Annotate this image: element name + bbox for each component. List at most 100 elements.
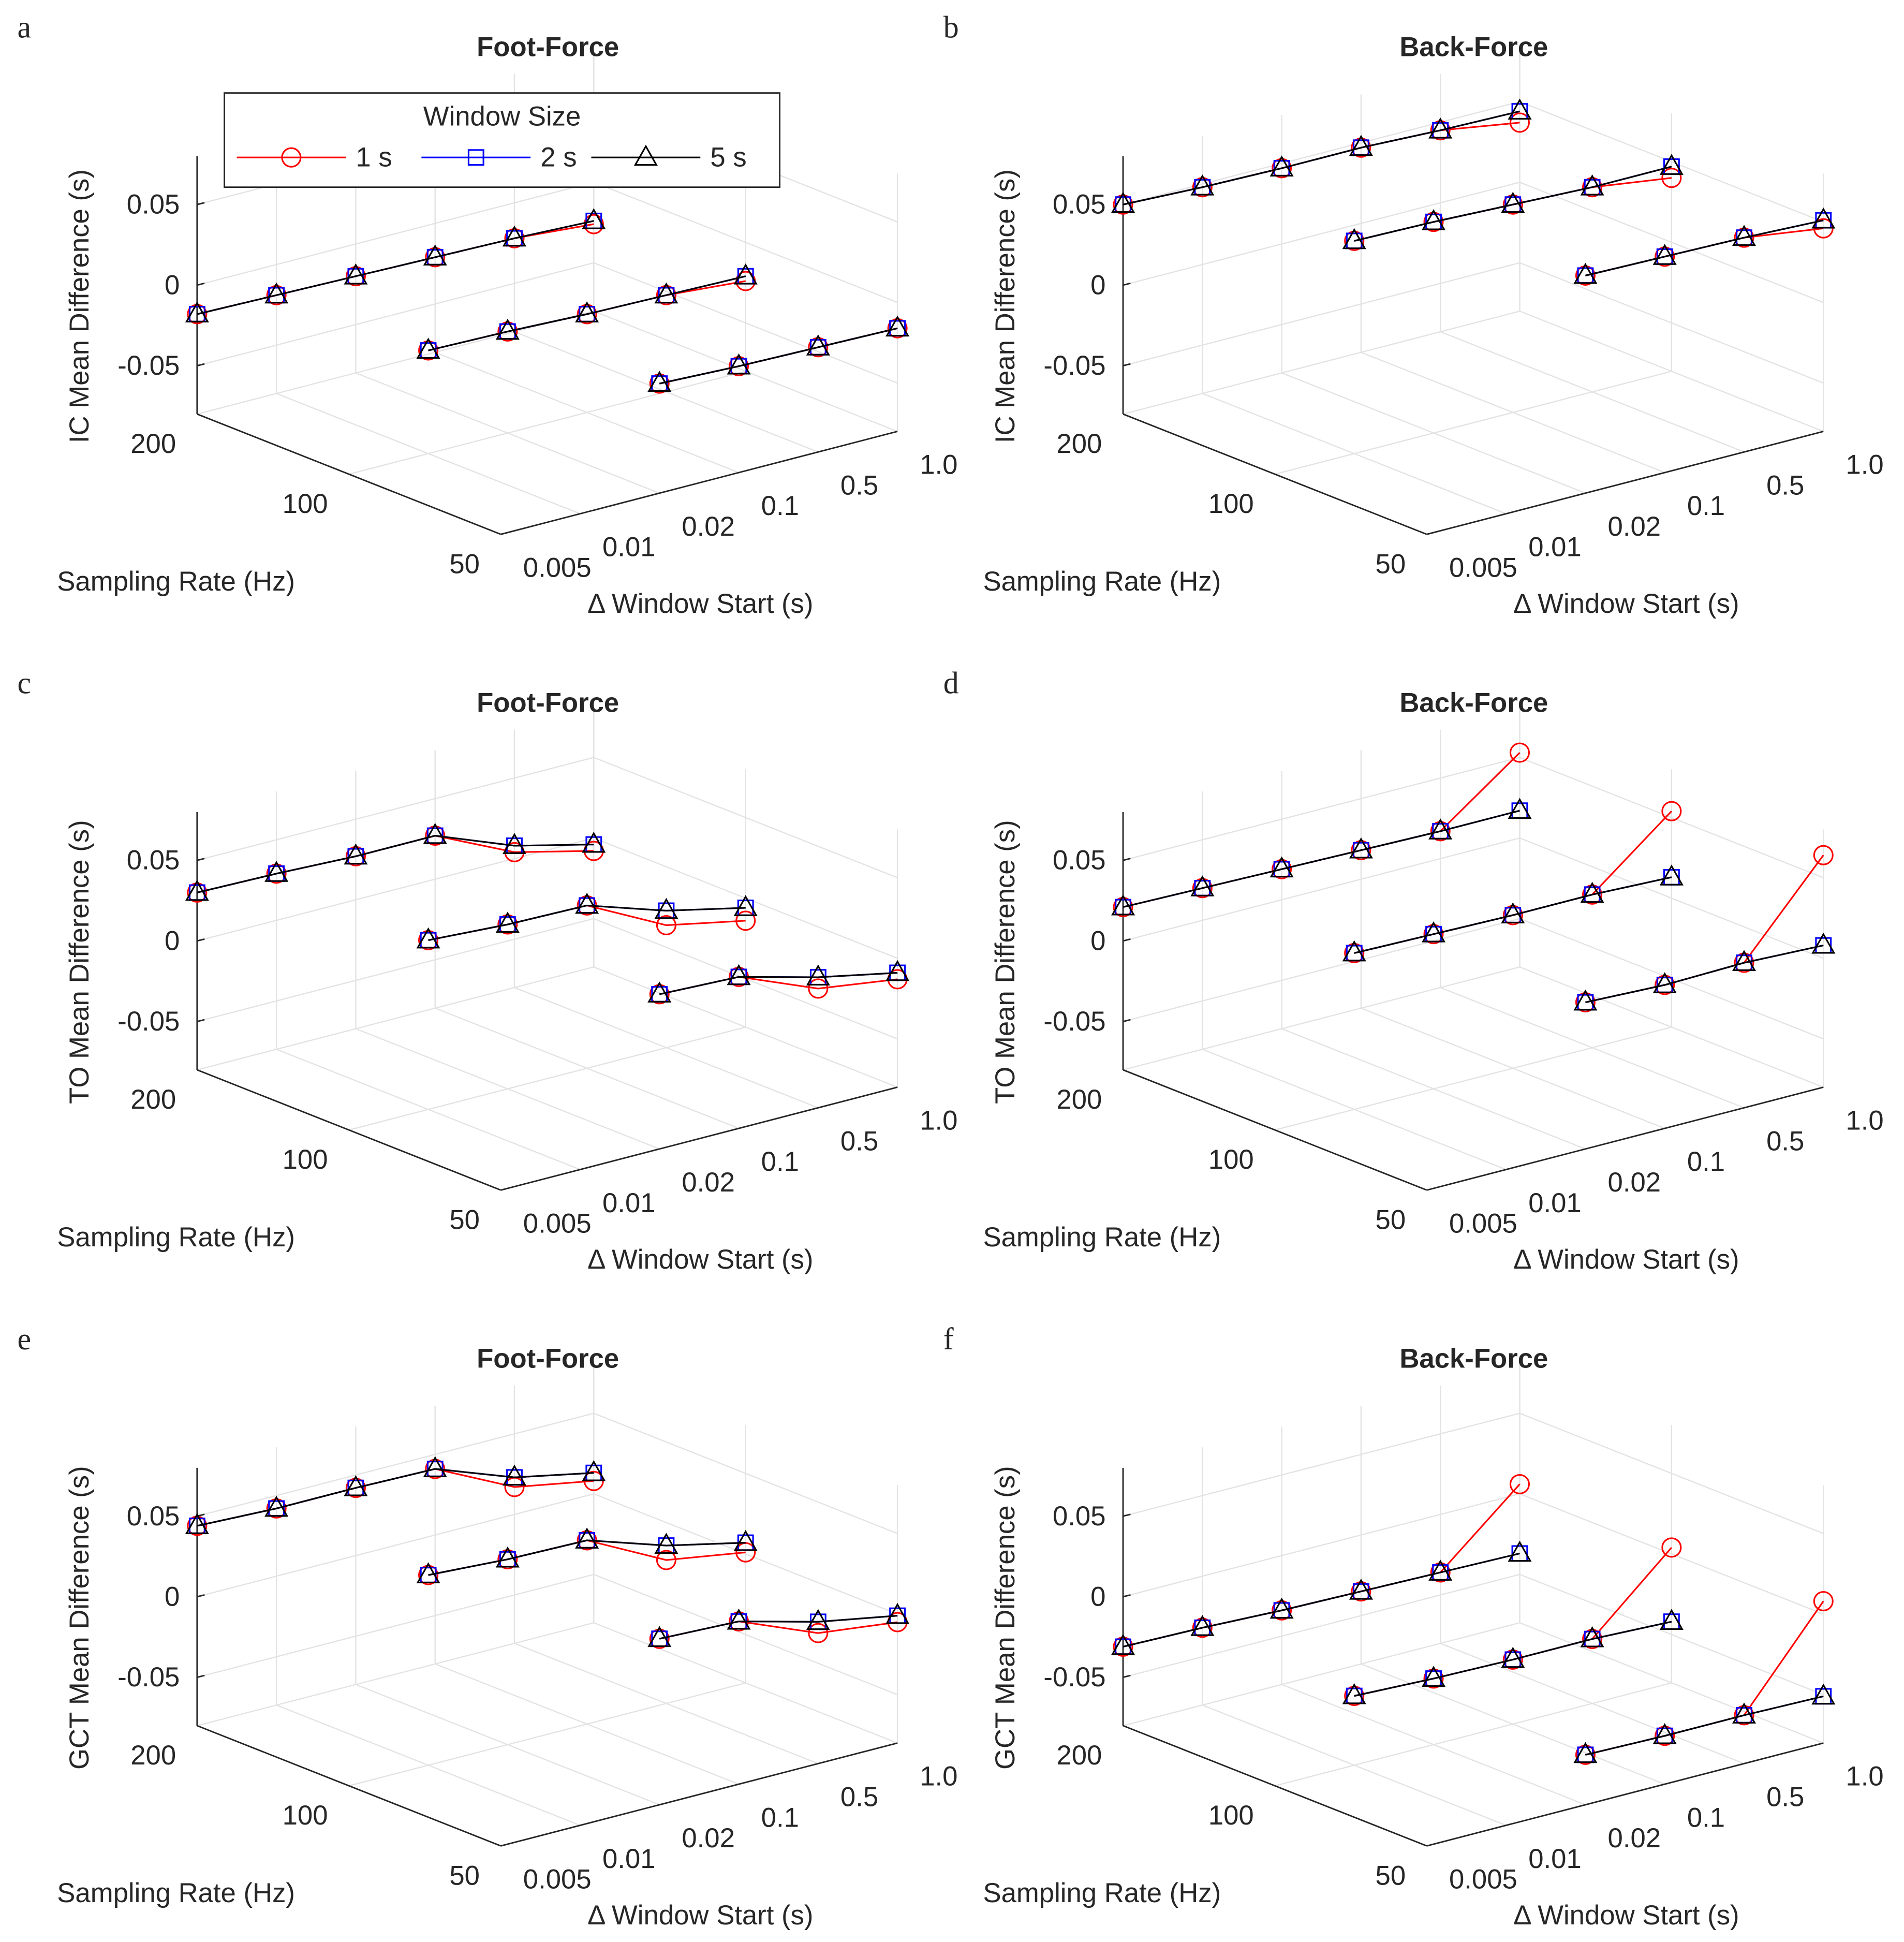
- x-axis-label: Δ Window Start (s): [587, 1244, 813, 1275]
- data-point: [1573, 1742, 1598, 1763]
- data-point: [502, 225, 527, 247]
- data-point: [425, 1459, 446, 1479]
- data-point: [1113, 1636, 1133, 1657]
- data-point: [733, 263, 758, 285]
- data-point: [1344, 943, 1365, 963]
- x-tick-label: 0.02: [1608, 1823, 1661, 1853]
- z-axis-label: TO Mean Difference (s): [990, 820, 1021, 1104]
- grid-line: [197, 837, 594, 942]
- data-point: [1508, 1540, 1532, 1562]
- panel-label: c: [18, 666, 32, 700]
- z-tick-label: 0: [1090, 925, 1105, 956]
- panel: -0.05 0 0.05 200 100 50 0.005 0.01 0.02 0.1 0.5 1.0…: [18, 1322, 958, 1931]
- data-point: [1811, 207, 1836, 229]
- data-point: [187, 882, 208, 903]
- data-point: [656, 285, 676, 305]
- data-point: [729, 356, 749, 377]
- x-tick-label: 0.005: [523, 1209, 592, 1239]
- x-axis-label: Δ Window Start (s): [587, 1900, 813, 1931]
- series-line: [659, 1615, 898, 1640]
- data-point: [1575, 265, 1596, 286]
- data-point: [423, 1456, 447, 1477]
- z-tick: [197, 202, 205, 205]
- y-tick-label: 50: [449, 1860, 480, 1891]
- data-point: [264, 282, 289, 304]
- data-point: [651, 985, 668, 1003]
- grid-line: [1123, 101, 1520, 205]
- z-tick: [197, 1674, 205, 1679]
- x-tick-label: 0.1: [761, 1146, 799, 1177]
- data-point: [1272, 158, 1292, 179]
- data-point: [1192, 878, 1213, 899]
- data-point: [1423, 924, 1444, 945]
- data-point: [185, 301, 209, 322]
- z-tick: [197, 1019, 205, 1022]
- data-point: [887, 318, 908, 339]
- data-point: [1582, 1629, 1603, 1650]
- panel-label: b: [943, 10, 959, 45]
- data-point: [185, 1513, 209, 1534]
- data-point: [1342, 228, 1366, 249]
- z-tick-label: -0.05: [117, 1662, 180, 1693]
- grid-line: [197, 1493, 594, 1598]
- x-axis-label: Δ Window Start (s): [1513, 1900, 1739, 1931]
- data-point: [656, 1550, 676, 1570]
- data-point: [806, 964, 830, 986]
- data-point: [345, 1478, 366, 1498]
- data-point: [495, 318, 520, 340]
- x-tick-label: 1.0: [920, 1761, 957, 1792]
- z-tick: [1123, 363, 1131, 366]
- z-tick-label: -0.05: [117, 1006, 180, 1037]
- panel: -0.05 0 0.05 200 100 50 0.005 0.01 0.02 0.1 0.5 1.0…: [18, 666, 958, 1275]
- data-point: [577, 304, 597, 325]
- data-point: [654, 282, 678, 304]
- z-tick: [1123, 1019, 1131, 1022]
- data-point: [264, 1495, 289, 1517]
- series-line: [197, 1468, 594, 1527]
- z-axis-label: GCT Mean Difference (s): [64, 1466, 95, 1770]
- grid-line: [348, 371, 746, 475]
- data-point: [647, 981, 672, 1003]
- x-tick-label: 0.1: [1687, 1802, 1725, 1833]
- x-tick-label: 0.005: [1449, 1864, 1517, 1895]
- grid-line: [1123, 262, 1520, 366]
- x-axis: [500, 431, 898, 535]
- data-point: [1508, 798, 1532, 819]
- z-tick: [1123, 858, 1131, 861]
- y-axis: [1123, 1069, 1427, 1191]
- chart-title: Foot-Force: [477, 32, 619, 63]
- grid-line: [197, 1413, 594, 1517]
- data-point: [1659, 1609, 1684, 1630]
- grid-line: [1275, 1682, 1672, 1787]
- grid-line: [197, 966, 594, 1071]
- series-line: [428, 904, 746, 941]
- z-tick-label: 0: [165, 925, 180, 956]
- data-point: [582, 831, 606, 853]
- z-tick-label: -0.05: [1043, 350, 1105, 381]
- x-axis: [500, 1086, 898, 1191]
- series-line: [428, 280, 746, 351]
- series-line: [428, 1539, 746, 1576]
- data-point: [266, 285, 287, 305]
- panel: -0.05 0 0.05 200 100 50 0.005 0.01 0.02 0.1 0.5 1.0…: [943, 1322, 1884, 1931]
- data-point: [1582, 177, 1603, 198]
- data-point: [1113, 897, 1133, 918]
- x-tick-label: 0.01: [602, 1188, 656, 1218]
- data-point: [497, 914, 518, 935]
- data-point: [1349, 837, 1373, 859]
- data-point: [647, 371, 672, 392]
- data-point: [185, 879, 209, 901]
- data-point: [345, 266, 366, 287]
- z-tick-label: 0: [1090, 1581, 1105, 1612]
- y-tick-label: 100: [1208, 489, 1254, 519]
- data-point: [649, 1628, 670, 1649]
- data-point: [885, 1602, 910, 1624]
- data-point: [266, 863, 287, 884]
- data-point: [582, 1460, 606, 1481]
- y-tick-label: 200: [1056, 1740, 1102, 1771]
- data-point: [733, 895, 758, 916]
- data-point: [582, 208, 606, 229]
- series-line: [1354, 876, 1672, 954]
- y-tick-label: 200: [1056, 1084, 1102, 1115]
- data-point: [502, 1464, 527, 1486]
